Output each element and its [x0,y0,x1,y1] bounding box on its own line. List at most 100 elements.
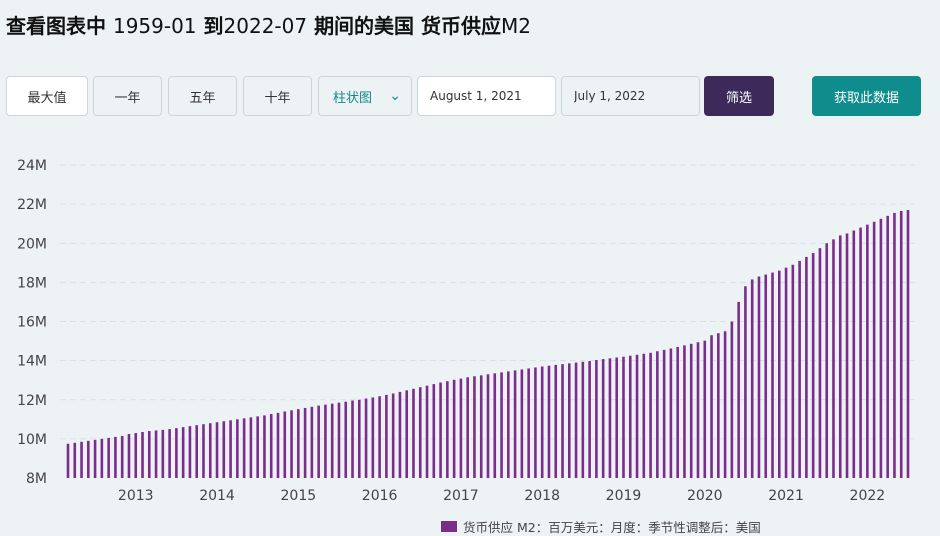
y-tick-label: 16M [17,315,47,331]
bar [703,340,707,478]
bar [507,371,510,478]
bar [317,405,320,478]
bar [656,351,659,478]
bar [378,396,381,478]
range-max-button[interactable]: 最大值 [6,76,88,116]
bar [513,370,517,478]
bar [615,357,619,478]
bar [446,381,449,478]
bar [696,342,700,478]
bar [893,212,896,478]
x-tick-label: 2016 [362,488,398,504]
bar [236,419,239,478]
bar [723,331,727,478]
bar [771,272,774,478]
get-data-button[interactable]: 获取此数据 [812,76,921,116]
bar [168,429,171,478]
bar [825,243,829,478]
x-tick-label: 2021 [768,488,804,504]
bar [554,364,558,478]
bar [385,394,388,478]
bar [486,374,490,478]
bar [405,390,409,478]
range-10y-button[interactable]: 十年 [243,76,312,116]
bar [202,424,205,478]
x-tick-label: 2014 [199,488,235,504]
bar [811,253,815,478]
bar [303,407,307,478]
date-to-input[interactable] [561,76,700,116]
bar [493,373,497,478]
bar [561,364,564,478]
bar [344,401,348,478]
y-tick-label: 22M [17,197,47,213]
bar [601,359,605,478]
bar [791,264,795,478]
bar [540,366,544,478]
range-5y-button[interactable]: 五年 [168,76,237,116]
bar [188,426,192,478]
chart-type-select[interactable]: 柱状图 ⌄ [318,76,412,116]
bar [141,432,144,478]
range-1y-button[interactable]: 一年 [93,76,162,116]
bar [567,363,571,478]
bar [750,279,754,478]
y-tick-label: 24M [17,158,47,174]
title-prefix: 查看图表中 [6,14,106,38]
date-from-input[interactable] [417,76,556,116]
bar [669,348,673,478]
chart-legend: 货币供应 M2：百万美元：月度：季节性调整后：美国 [441,517,761,536]
bar [622,356,625,478]
bar [276,412,280,478]
bar [425,385,429,478]
bar [432,384,436,478]
bar [418,387,422,478]
bar [737,301,740,478]
bar [520,369,524,478]
bar [371,397,375,478]
bar [777,270,781,478]
bar [635,354,639,478]
x-tick-label: 2013 [118,488,154,504]
x-tick-label: 2017 [443,488,479,504]
bar [581,361,585,478]
bar [906,209,910,478]
bar [127,433,131,478]
x-tick-label: 2015 [281,488,317,504]
bar [588,361,591,478]
title-suffix: 期间的美国 货币供应 [314,14,502,38]
y-tick-label: 8M [26,471,47,487]
y-tick-label: 14M [17,354,47,370]
filter-button[interactable]: 筛选 [704,76,774,116]
y-axis-ticks: 8M 10M 12M 14M 16M 18M 20M 22M 24M [17,158,47,487]
bar [852,230,856,478]
bar [662,349,666,478]
bar [744,286,747,478]
bar [879,218,883,478]
y-tick-label: 20M [17,236,47,252]
bar [500,372,503,478]
x-tick-label: 2018 [524,488,560,504]
bar [459,378,463,478]
bar [134,433,138,478]
y-tick-label: 10M [17,432,47,448]
bar [818,248,822,478]
bar [290,410,293,478]
bar [114,436,117,478]
bar [534,367,537,478]
x-axis-ticks: 2013 2014 2015 2016 2017 2018 2019 2020 2021 2022 [118,488,885,504]
bar [256,416,259,478]
x-tick-label: 2022 [850,488,886,504]
y-tick-label: 18M [17,275,47,291]
bar [466,377,469,478]
bar [866,224,869,478]
legend-label: 货币供应 M2：百万美元：月度：季节性调整后：美国 [463,520,761,535]
x-tick-label: 2019 [606,488,642,504]
bar [845,233,849,478]
chart-type-value: 柱状图 [333,90,373,106]
bar [649,352,652,478]
bar [398,391,402,478]
bar [479,375,483,478]
bar [154,430,158,478]
bar [147,431,151,478]
